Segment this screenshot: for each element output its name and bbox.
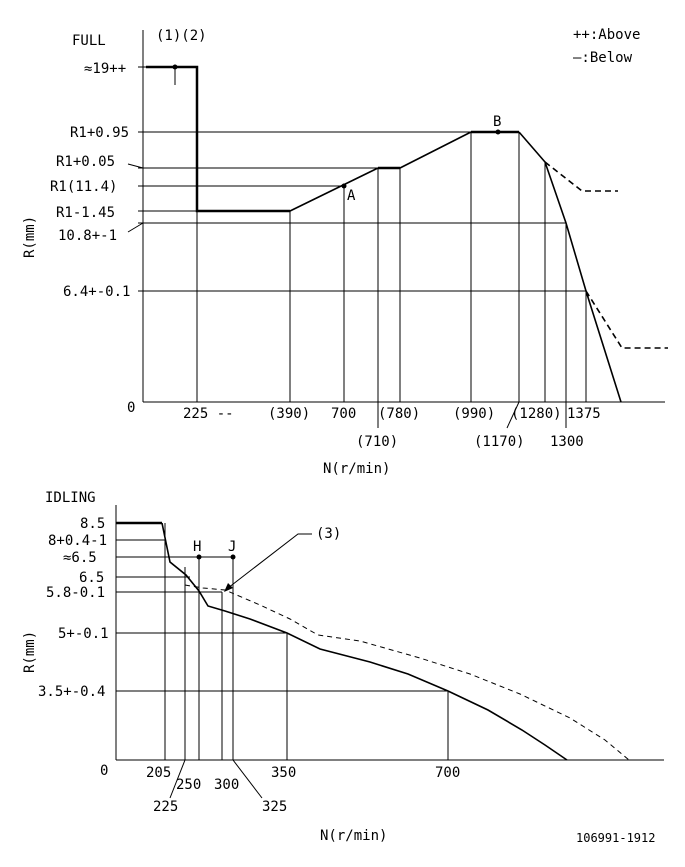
idle-y-label-35: 3.5+-0.4	[38, 684, 105, 700]
idle-x-label-205: 205	[146, 765, 171, 781]
full-title: FULL	[72, 33, 106, 49]
idle-y-label-0: 0	[100, 763, 108, 779]
full-y-label-0: 0	[127, 400, 135, 416]
full-x-label-390: (390)	[268, 406, 310, 422]
full-x-label-1300: 1300	[550, 434, 584, 450]
idle-curve-above	[184, 584, 630, 761]
point-j-dot	[230, 554, 236, 560]
idle-x-label-225: 225	[153, 799, 178, 815]
idle-curve-below	[161, 522, 568, 761]
leader-r1-005	[127, 163, 144, 169]
idle-y-label-5: 5+-0.1	[58, 626, 109, 642]
idle-y-label-58: 5.8-0.1	[46, 585, 105, 601]
full-curve-above-1	[544, 161, 618, 192]
full-y-label-64: 6.4+-0.1	[63, 284, 130, 300]
idle-y-label-8: 8+0.4-1	[48, 533, 107, 549]
full-curve-rise1	[289, 167, 379, 212]
idle-x-label-350: 350	[271, 765, 296, 781]
full-y-label-r1: R1(11.4)	[50, 179, 117, 195]
full-x-label-1170: (1170)	[474, 434, 525, 450]
full-curve-rise2	[399, 131, 472, 169]
callout-3-arrow	[224, 583, 233, 592]
point-b-label: B	[493, 114, 501, 130]
full-x-label-780: (780)	[378, 406, 420, 422]
full-curve-start	[146, 65, 290, 213]
idle-x-label-300: 300	[214, 777, 239, 793]
legend-below: —:Below	[573, 50, 633, 66]
leader-325	[232, 759, 263, 799]
full-y-label-19: ≈19++	[84, 61, 126, 77]
idle-y-label-85: 8.5	[80, 516, 105, 532]
full-y-label-108: 10.8+-1	[58, 228, 117, 244]
full-x-label-225: 225 --	[183, 406, 234, 422]
point-b-dot	[495, 129, 501, 135]
full-y-label-r1-005: R1+0.05	[56, 154, 115, 170]
idle-x-label-325: 325	[262, 799, 287, 815]
callout-3-leader	[227, 533, 312, 589]
full-x-label-990: (990)	[453, 406, 495, 422]
full-curve-below	[518, 131, 622, 403]
idle-x-label-250: 250	[176, 777, 201, 793]
idling-xlabel: N(r/min)	[320, 828, 387, 844]
idling-title: IDLING	[45, 490, 96, 506]
drawing-number: 106991-1912	[576, 831, 655, 845]
idle-y-label-65: 6.5	[79, 570, 104, 586]
full-x-label-1375: 1375	[567, 406, 601, 422]
full-x-label-700: 700	[331, 406, 356, 422]
full-markers: (1)(2)	[156, 28, 207, 44]
full-xlabel: N(r/min)	[323, 461, 390, 477]
leader-225	[169, 759, 186, 799]
marker-point-12	[172, 64, 178, 70]
idling-ylabel: R(mm)	[22, 631, 38, 673]
point-h-label: H	[193, 539, 201, 555]
point-j-label: J	[228, 539, 236, 555]
idling-marker: (3)	[316, 526, 341, 542]
legend-above: ++:Above	[573, 27, 640, 43]
idling-chart: IDLING H J (3) 8.5 8+0.4-1	[22, 490, 664, 844]
idle-x-label-700: 700	[435, 765, 460, 781]
idle-y-label-approx65: ≈6.5	[63, 550, 97, 566]
leader-108	[127, 222, 144, 233]
leader-1170	[506, 401, 520, 429]
full-y-label-r1-145: R1-1.45	[56, 205, 115, 221]
point-h-dot	[196, 554, 202, 560]
full-x-label-710: (710)	[356, 434, 398, 450]
full-y-label-r1-095: R1+0.95	[70, 125, 129, 141]
full-chart: FULL (1)(2)	[22, 28, 668, 477]
full-ylabel: R(mm)	[22, 216, 38, 258]
full-curve-above-2	[585, 290, 668, 349]
full-x-label-1280: (1280)	[511, 406, 562, 422]
point-a-dot	[341, 183, 347, 189]
point-a-label: A	[347, 188, 356, 204]
